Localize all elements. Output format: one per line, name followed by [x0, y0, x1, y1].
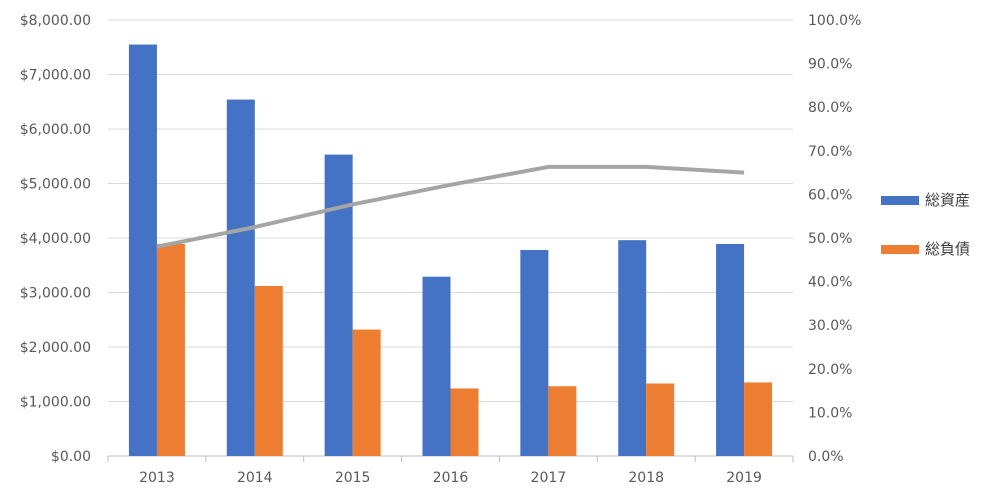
legend-swatch-total-assets [881, 196, 919, 205]
left-tick-label: $7,000.00 [20, 68, 91, 84]
left-tick-label: $8,000.00 [20, 13, 91, 29]
right-tick-label: 60.0% [808, 187, 852, 203]
right-tick-label: 30.0% [808, 318, 852, 334]
left-tick-label: $5,000.00 [20, 177, 91, 193]
line-ratio [156, 164, 745, 249]
left-tick-label: $1,000.00 [20, 395, 91, 411]
bar-total-assets [226, 99, 255, 456]
right-tick-label: 80.0% [808, 100, 852, 116]
right-tick-label: 40.0% [808, 275, 852, 291]
right-tick-label: 0.0% [808, 449, 844, 465]
x-tick-label: 2016 [433, 470, 469, 486]
right-tick-label: 100.0% [808, 13, 861, 29]
right-tick-label: 50.0% [808, 231, 852, 247]
left-tick-label: $6,000.00 [20, 122, 91, 138]
x-axis-ticks: 2013 2014 2015 2016 2017 2018 2019 [107, 456, 794, 486]
left-axis-ticks: $0.00 $1,000.00 $2,000.00 $3,000.00 $4,000.0… [20, 13, 91, 465]
legend: 総資産 総負債 [881, 191, 970, 258]
bar-total-assets [128, 44, 157, 457]
right-tick-label: 90.0% [808, 57, 852, 73]
bar-total-liabilities [744, 382, 773, 456]
bar-series [128, 44, 773, 457]
line-series [156, 164, 745, 249]
legend-label-total-liabilities: 総負債 [925, 240, 970, 258]
legend-swatch-total-liabilities [881, 245, 919, 254]
bar-total-assets [324, 154, 353, 457]
bar-total-liabilities [156, 243, 185, 456]
x-tick-label: 2015 [335, 470, 371, 486]
bar-total-liabilities [646, 383, 675, 456]
bar-total-assets [520, 249, 549, 456]
right-tick-label: 10.0% [808, 405, 852, 421]
bar-total-assets [716, 243, 745, 456]
right-tick-label: 20.0% [808, 362, 852, 378]
right-axis-ticks: 0.0% 10.0% 20.0% 30.0% 40.0% 50.0% 60.0% 70.0% 8… [808, 13, 861, 465]
left-tick-label: $0.00 [51, 449, 91, 465]
right-tick-label: 70.0% [808, 144, 852, 160]
bar-total-liabilities [548, 386, 577, 456]
bar-total-liabilities [254, 285, 283, 456]
left-tick-label: $3,000.00 [20, 286, 91, 302]
x-tick-label: 2018 [628, 470, 664, 486]
left-tick-label: $2,000.00 [20, 340, 91, 356]
x-tick-label: 2019 [726, 470, 762, 486]
x-tick-label: 2014 [237, 470, 273, 486]
bar-total-liabilities [450, 388, 479, 456]
bar-total-liabilities [352, 329, 381, 456]
x-tick-label: 2017 [531, 470, 567, 486]
legend-label-total-assets: 総資産 [925, 191, 970, 209]
left-tick-label: $4,000.00 [20, 231, 91, 247]
bar-total-assets [618, 240, 647, 456]
bar-total-assets [422, 276, 451, 456]
x-tick-label: 2013 [139, 470, 175, 486]
